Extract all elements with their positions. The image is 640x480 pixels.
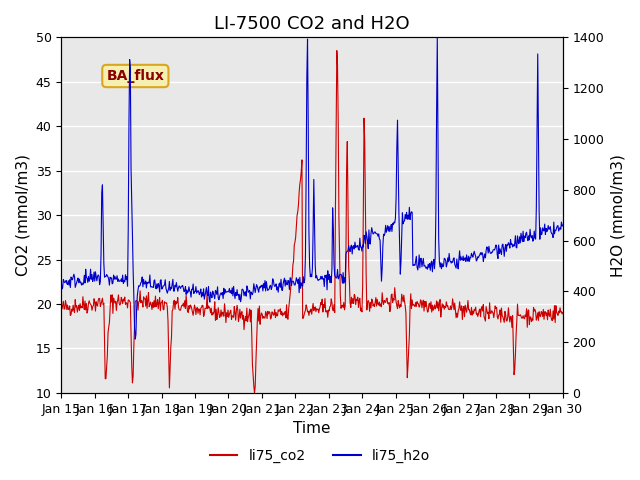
- li75_h2o: [374, 231, 381, 237]
- li75_h2o: [388, 228, 396, 234]
- li75_co2: [118, 297, 126, 303]
- li75_h2o: [170, 288, 177, 294]
- li75_h2o: [131, 336, 139, 342]
- li75_co2: [251, 390, 259, 396]
- li75_h2o: [67, 285, 74, 290]
- X-axis label: Time: Time: [293, 421, 331, 436]
- Title: LI-7500 CO2 and H2O: LI-7500 CO2 and H2O: [214, 15, 410, 33]
- Line: li75_h2o: li75_h2o: [61, 37, 563, 339]
- li75_h2o: [196, 289, 204, 295]
- li75_h2o: [58, 278, 65, 284]
- li75_co2: [559, 310, 566, 315]
- Text: BA_flux: BA_flux: [106, 69, 164, 83]
- Line: li75_co2: li75_co2: [61, 50, 563, 393]
- li75_co2: [169, 307, 177, 312]
- Y-axis label: H2O (mmol/m3): H2O (mmol/m3): [610, 154, 625, 276]
- Y-axis label: CO2 (mmol/m3): CO2 (mmol/m3): [15, 154, 30, 276]
- li75_co2: [196, 307, 204, 312]
- Legend: li75_co2, li75_h2o: li75_co2, li75_h2o: [204, 443, 436, 468]
- li75_h2o: [559, 222, 566, 228]
- li75_co2: [67, 312, 74, 318]
- li75_h2o: [433, 35, 441, 40]
- li75_co2: [374, 301, 382, 307]
- li75_co2: [333, 48, 340, 53]
- li75_co2: [388, 300, 396, 305]
- li75_co2: [58, 303, 65, 309]
- li75_h2o: [118, 279, 126, 285]
